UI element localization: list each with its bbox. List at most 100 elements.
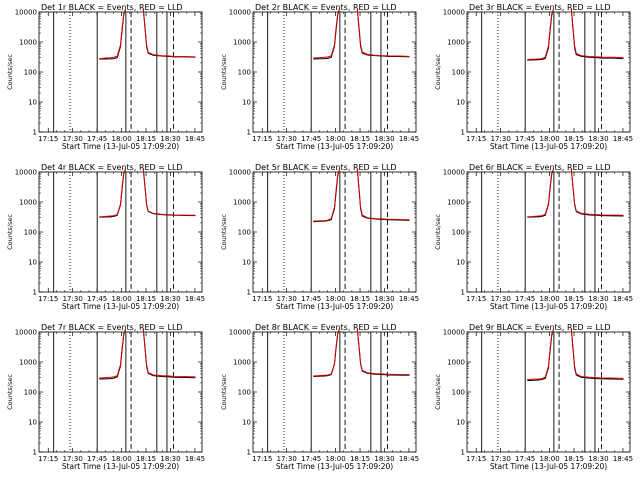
plot-frame	[466, 171, 631, 293]
series-lld	[313, 329, 340, 377]
y-tick-label: 10000	[229, 9, 251, 17]
x-tick-label: 18:15	[136, 135, 156, 143]
y-tick-label: 1	[461, 289, 465, 297]
x-tick-label: 18:00	[539, 135, 559, 143]
x-tick-label: 17:30	[277, 455, 297, 463]
plot-frame	[252, 331, 417, 453]
x-tick-label: 18:15	[136, 455, 156, 463]
y-tick-label: 1	[247, 129, 251, 137]
x-tick-label: 18:00	[111, 135, 131, 143]
x-tick-label: 18:30	[588, 295, 608, 303]
x-tick-label: 18:15	[564, 295, 584, 303]
x-tick-label: 17:30	[277, 295, 297, 303]
y-tick-label: 10	[456, 259, 465, 267]
y-axis-label: Counts/sec	[434, 214, 442, 250]
x-tick-label: 18:30	[160, 455, 180, 463]
x-axis-label: Start Time (13-Jul-05 17:09:20)	[490, 302, 607, 311]
series-lld	[356, 169, 410, 221]
x-tick-label: 18:45	[185, 455, 205, 463]
x-tick-label: 18:00	[325, 295, 345, 303]
x-tick-label: 17:30	[491, 455, 511, 463]
series-lld	[99, 169, 126, 218]
x-tick-label: 18:15	[136, 295, 156, 303]
y-tick-label: 100	[24, 389, 37, 397]
y-tick-label: 1	[33, 129, 37, 137]
y-tick-label: 1	[461, 449, 465, 457]
x-axis-label: Start Time (13-Jul-05 17:09:20)	[62, 142, 179, 151]
x-tick-label: 18:45	[613, 295, 633, 303]
y-tick-label: 1	[33, 289, 37, 297]
y-axis-label: Counts/sec	[6, 374, 14, 410]
panel-3: Det 3r BLACK = Events, RED = LLD 1 10 100 10…	[434, 3, 633, 151]
x-tick-label: 18:15	[350, 295, 370, 303]
y-axis-label: Counts/sec	[6, 214, 14, 250]
y-tick-label: 1	[461, 129, 465, 137]
x-tick-label: 17:30	[491, 295, 511, 303]
y-tick-label: 1000	[233, 39, 251, 47]
plot-frame	[252, 171, 417, 293]
y-tick-label: 10000	[443, 329, 465, 337]
plot-frame	[38, 171, 203, 293]
panel-title: Det 7r BLACK = Events, RED = LLD	[41, 323, 183, 332]
y-tick-label: 10	[242, 99, 251, 107]
x-tick-label: 18:00	[325, 135, 345, 143]
y-tick-label: 10	[28, 99, 37, 107]
x-tick-label: 17:30	[63, 135, 83, 143]
y-axis-label: Counts/sec	[220, 374, 228, 410]
x-tick-label: 17:15	[252, 455, 272, 463]
y-tick-label: 10000	[229, 169, 251, 177]
y-tick-label: 100	[238, 69, 251, 77]
x-tick-label: 18:00	[539, 455, 559, 463]
panel-title: Det 1r BLACK = Events, RED = LLD	[41, 3, 183, 12]
panel-title: Det 5r BLACK = Events, RED = LLD	[255, 163, 397, 172]
panel-title: Det 6r BLACK = Events, RED = LLD	[469, 163, 611, 172]
x-tick-label: 17:15	[466, 455, 486, 463]
y-tick-label: 10000	[15, 9, 37, 17]
series-events	[142, 169, 196, 217]
series-events	[570, 169, 624, 217]
series-events	[356, 9, 410, 58]
x-tick-label: 17:45	[87, 455, 107, 463]
plot-frame	[252, 11, 417, 133]
x-tick-label: 17:45	[301, 135, 321, 143]
y-tick-label: 100	[452, 389, 465, 397]
panel-9: Det 9r BLACK = Events, RED = LLD 1 10 100 10…	[434, 323, 633, 471]
x-tick-label: 18:00	[111, 295, 131, 303]
series-events	[142, 9, 196, 58]
panel-title: Det 9r BLACK = Events, RED = LLD	[469, 323, 611, 332]
x-tick-label: 17:30	[277, 135, 297, 143]
y-tick-label: 1	[247, 289, 251, 297]
y-tick-label: 1000	[19, 359, 37, 367]
series-lld	[99, 329, 126, 379]
series-lld	[527, 329, 554, 381]
x-tick-label: 18:45	[613, 455, 633, 463]
x-axis-label: Start Time (13-Jul-05 17:09:20)	[276, 302, 393, 311]
panel-title: Det 8r BLACK = Events, RED = LLD	[255, 323, 397, 332]
x-tick-label: 17:15	[466, 135, 486, 143]
x-tick-label: 17:15	[38, 455, 58, 463]
y-tick-label: 10000	[443, 169, 465, 177]
x-tick-label: 18:30	[160, 295, 180, 303]
series-lld	[356, 9, 410, 57]
x-tick-label: 17:15	[38, 295, 58, 303]
series-events	[570, 329, 624, 380]
x-tick-label: 18:30	[588, 455, 608, 463]
series-lld	[570, 329, 624, 379]
y-tick-label: 1000	[19, 199, 37, 207]
y-tick-label: 10000	[443, 9, 465, 17]
x-tick-label: 18:45	[399, 135, 419, 143]
x-tick-label: 17:45	[515, 135, 535, 143]
series-lld	[142, 9, 196, 58]
x-tick-label: 18:45	[613, 135, 633, 143]
x-tick-label: 18:15	[350, 135, 370, 143]
y-axis-label: Counts/sec	[434, 374, 442, 410]
x-axis-label: Start Time (13-Jul-05 17:09:20)	[490, 142, 607, 151]
x-tick-label: 17:15	[466, 295, 486, 303]
x-tick-label: 18:30	[160, 135, 180, 143]
x-tick-label: 18:30	[374, 455, 394, 463]
series-lld	[313, 169, 340, 222]
panel-title: Det 4r BLACK = Events, RED = LLD	[41, 163, 183, 172]
series-events	[356, 169, 410, 221]
x-tick-label: 18:45	[185, 135, 205, 143]
